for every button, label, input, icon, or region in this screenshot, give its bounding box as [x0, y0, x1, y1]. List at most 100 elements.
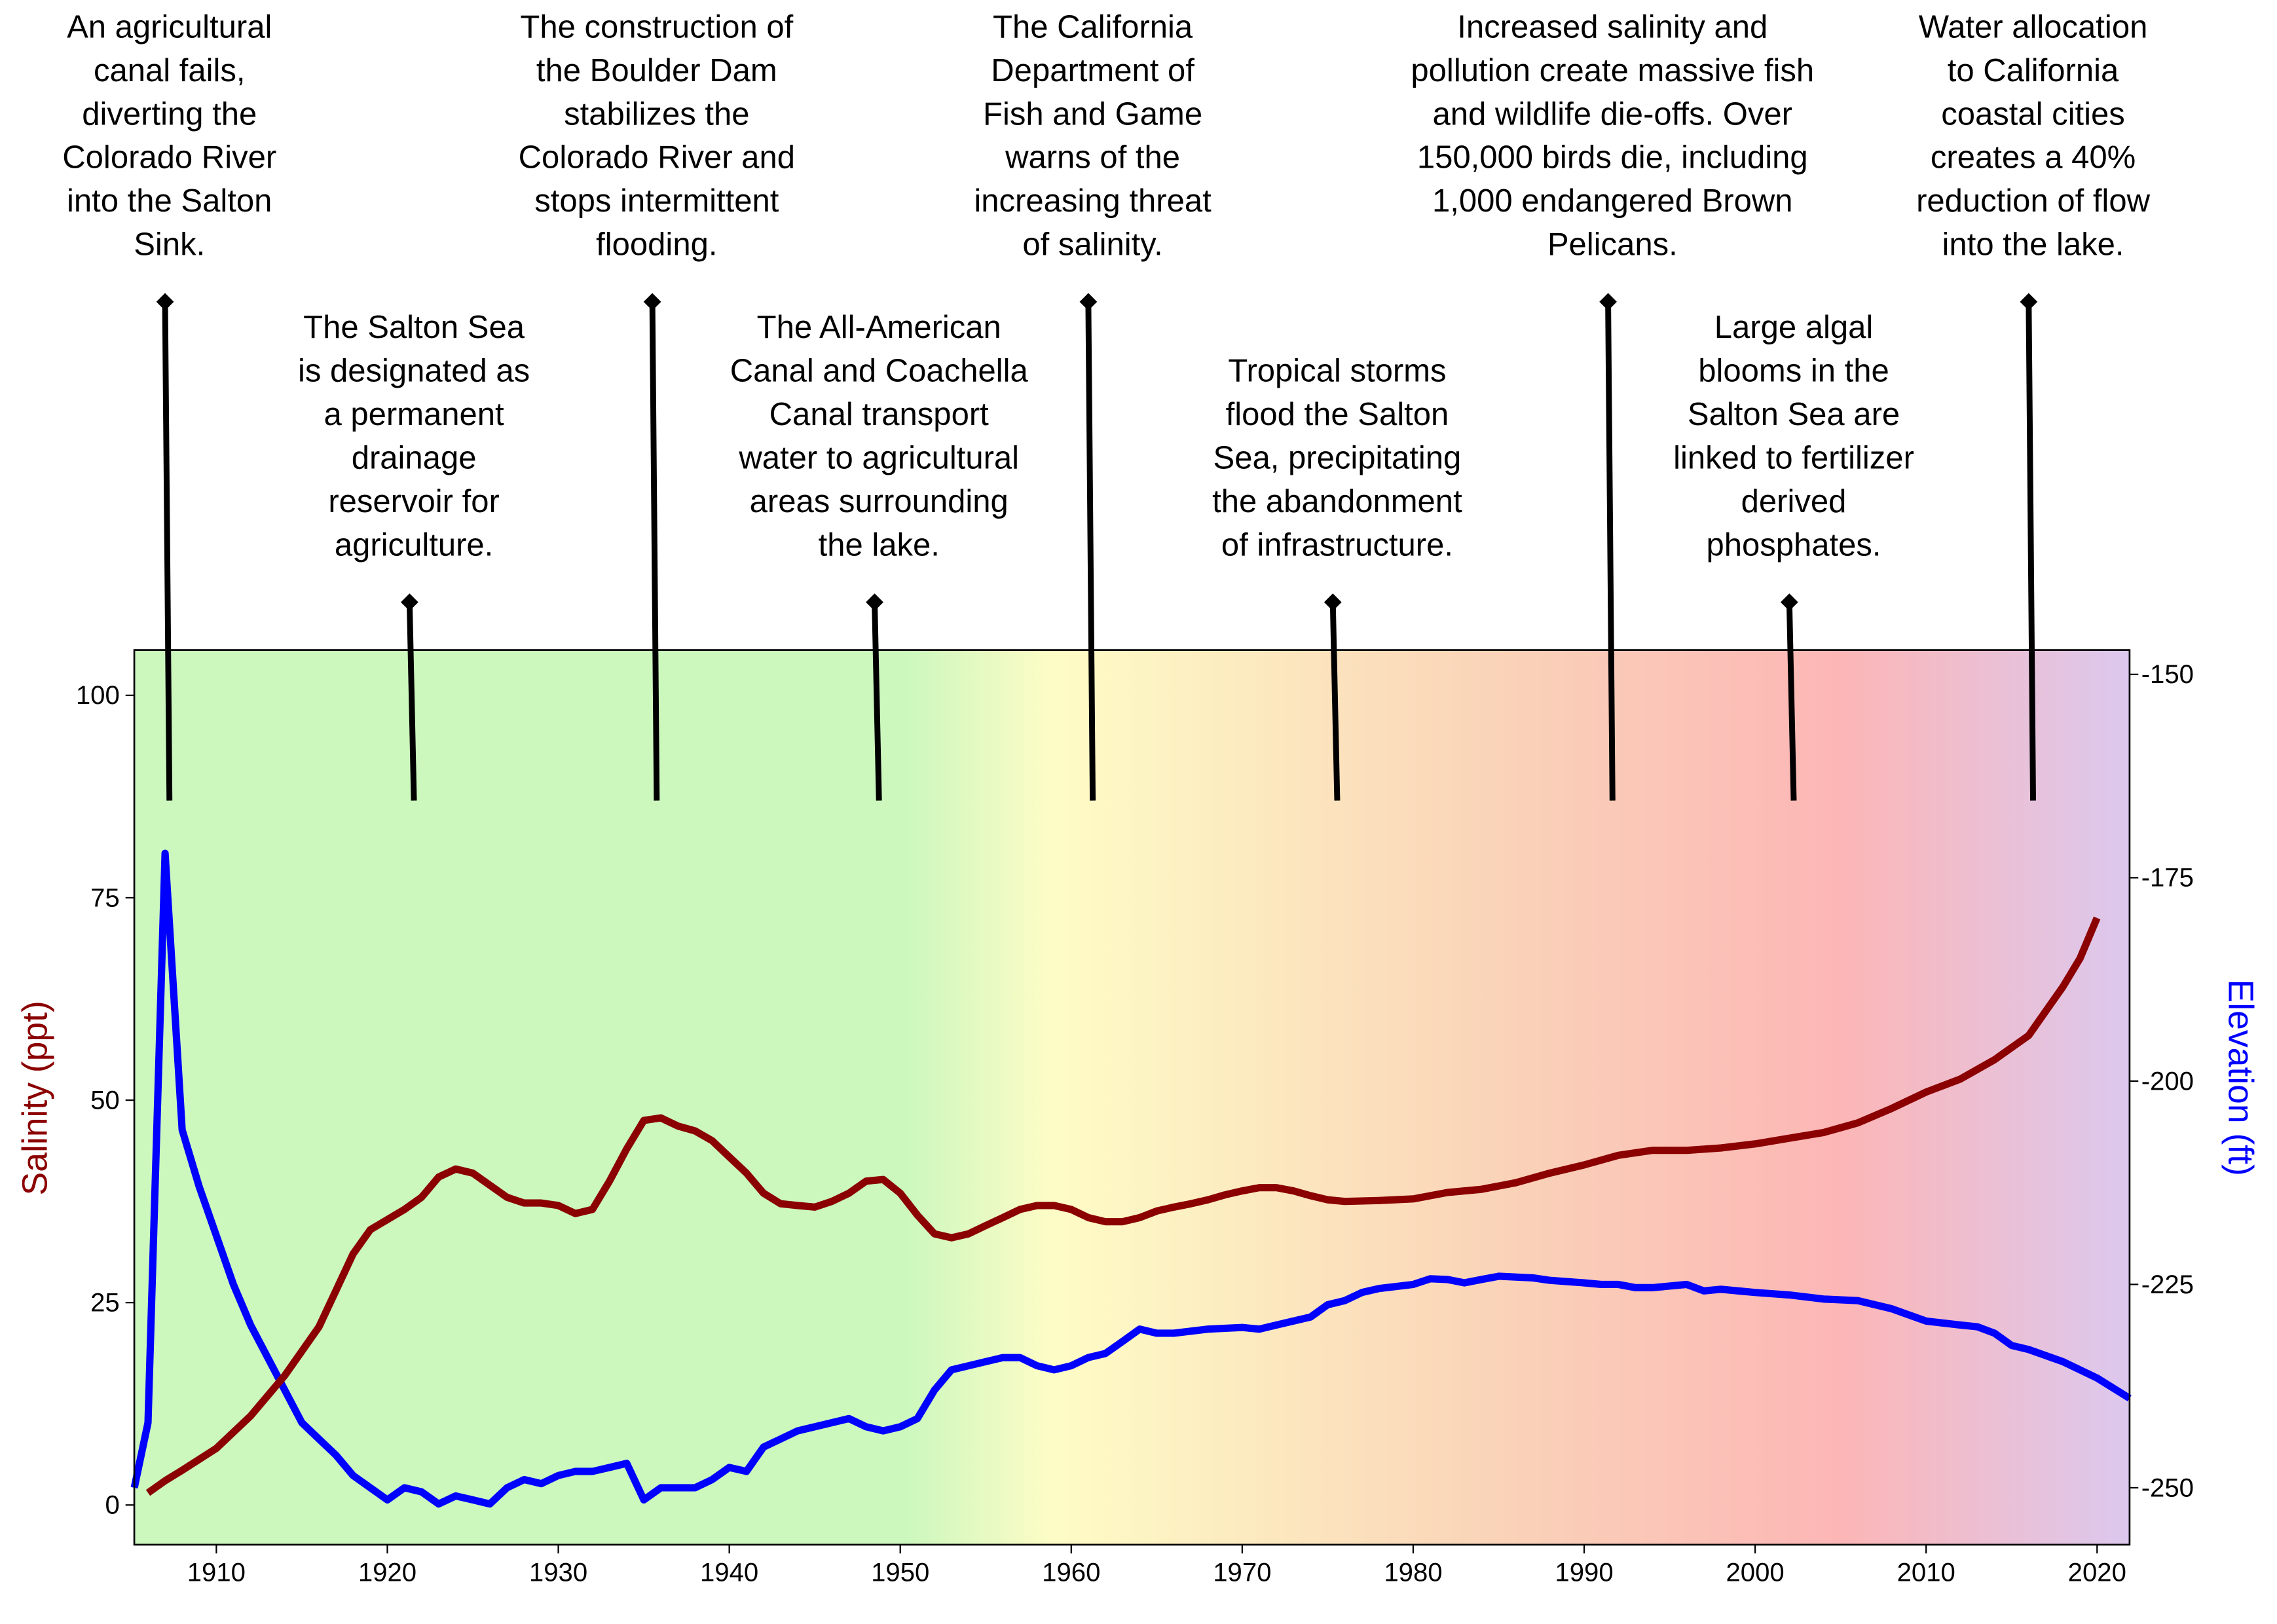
x-tick-label: 1930 [529, 1559, 587, 1587]
y-right-tick-label: -175 [2141, 864, 2194, 893]
annotation-line [1786, 602, 1797, 801]
annotation: An agricultural canal fails, diverting the… [62, 10, 276, 801]
annotation-text: flooding. [596, 227, 717, 263]
annotation-text: Colorado River [62, 140, 276, 175]
annotation-text: Tropical storms [1228, 354, 1446, 389]
x-tick-label: 1910 [187, 1559, 246, 1587]
annotation: Large algal blooms in the Salton Sea are li… [1673, 310, 1914, 801]
annotation-text: Pelicans. [1547, 227, 1678, 263]
x-tick-label: 2000 [1726, 1559, 1784, 1587]
annotation-text: Canal transport [769, 397, 989, 432]
y-right-tick-label: -150 [2141, 660, 2194, 689]
x-tick-label: 1920 [358, 1559, 417, 1587]
annotation-text: Large algal [1714, 310, 1874, 345]
annotation: The Salton Sea is designated as a permanen… [298, 310, 530, 801]
plot-background [134, 650, 2130, 1545]
annotation-text: increasing threat [974, 183, 1212, 219]
annotation-text: into the lake. [1942, 227, 2124, 263]
annotation-text: 1,000 endangered Brown [1432, 183, 1793, 219]
annotation-text: is designated as [298, 354, 530, 389]
annotation-text: Colorado River and [519, 140, 795, 175]
plot-frame [133, 649, 2131, 1546]
annotation-marker [866, 593, 883, 612]
annotation-text: 150,000 birds die, including [1417, 140, 1808, 175]
annotation-text: The Salton Sea [303, 310, 525, 345]
annotation-text: linked to fertilizer [1673, 440, 1914, 475]
annotation-text: canal fails, [94, 53, 246, 88]
y-axis-left-label: Salinity (ppt) [16, 1001, 54, 1195]
annotation: The All-American Canal and Coachella Canal… [730, 310, 1028, 801]
x-tick-label: 1960 [1042, 1559, 1100, 1587]
annotation-marker [643, 293, 661, 311]
annotation-line [1605, 301, 1616, 801]
annotation-text: pollution create massive fish [1411, 53, 1814, 88]
annotation-text: The All-American [757, 310, 1001, 345]
annotation-text: of infrastructure. [1221, 527, 1453, 563]
annotation-line [406, 602, 417, 801]
annotation: Increased salinity and pollution create m… [1411, 10, 1814, 801]
series-layer [130, 849, 2132, 1508]
annotation-text: drainage [352, 440, 477, 475]
annotations: An agricultural canal fails, diverting the… [62, 10, 2151, 801]
annotation-text: derived [1741, 484, 1847, 519]
annotation-line [1329, 602, 1341, 801]
x-tick-label: 1990 [1555, 1559, 1613, 1587]
annotation-marker [1780, 593, 1798, 612]
annotation: The construction of the Boulder Dam stabil… [519, 10, 795, 801]
annotation-text: the lake. [819, 527, 940, 563]
y-left-tick-label: 25 [90, 1289, 120, 1318]
annotation-text: the abandonment [1212, 484, 1462, 519]
annotation-text: Water allocation [1919, 10, 2148, 45]
annotation-marker [156, 293, 174, 311]
annotation-marker [1599, 293, 1617, 311]
annotation-text: Increased salinity and [1457, 10, 1768, 45]
y-left-tick-label: 100 [76, 681, 120, 710]
annotation-marker [401, 593, 418, 612]
annotation-text: reservoir for [328, 484, 499, 519]
axes: 1910 1920 1930 1940 1950 1960 1970 1980 1990 2000… [76, 660, 2194, 1587]
annotation-text: the Boulder Dam [536, 53, 777, 88]
annotation-text: stops intermittent [534, 183, 779, 219]
y-left-tick-label: 75 [90, 883, 120, 912]
annotation-text: flood the Salton [1226, 397, 1449, 432]
annotation-text: Fish and Game [983, 96, 1202, 132]
annotation-text: The construction of [520, 10, 793, 45]
annotation-text: coastal cities [1941, 96, 2125, 132]
annotation-text: of salinity. [1022, 227, 1162, 263]
annotation-text: agriculture. [335, 527, 493, 563]
x-tick-label: 2010 [1897, 1559, 1955, 1587]
annotation-text: An agricultural [67, 10, 272, 45]
y-left-tick-label: 0 [105, 1491, 119, 1520]
y-right-tick-label: -250 [2141, 1473, 2194, 1502]
annotation-line [872, 602, 882, 801]
annotation: Water allocation to California coastal cit… [1916, 10, 2151, 801]
annotation-text: phosphates. [1706, 527, 1881, 563]
annotation-text: to California [1948, 53, 2119, 88]
annotation-text: water to agricultural [738, 440, 1019, 475]
y-right-tick-label: -200 [2141, 1067, 2194, 1096]
annotation-text: into the Salton [67, 183, 272, 219]
annotation-marker [1079, 293, 1098, 311]
annotation-marker [1324, 593, 1342, 612]
annotation-text: Department of [991, 53, 1194, 88]
annotation-text: creates a 40% [1931, 140, 2136, 175]
annotation-line [649, 301, 660, 801]
annotation-marker [2020, 293, 2038, 311]
annotation-text: Sea, precipitating [1213, 440, 1462, 475]
annotation-text: The California [993, 10, 1193, 45]
annotation-text: areas surrounding [750, 484, 1009, 519]
annotation: Tropical storms flood the Salton Sea, prec… [1212, 354, 1462, 801]
annotation-text: a permanent [324, 397, 504, 432]
y-axis-right-label: Elevation (ft) [2221, 980, 2259, 1176]
annotation: The California Department of Fish and Game… [974, 10, 1212, 801]
annotation-line [2026, 301, 2036, 801]
annotation-text: blooms in the [1698, 354, 1889, 389]
annotation-text: Sink. [134, 227, 205, 263]
y-left-tick-label: 50 [90, 1086, 120, 1115]
annotation-line [162, 301, 173, 801]
annotation-text: and wildlife die-offs. Over [1433, 96, 1792, 132]
annotation-line [1085, 301, 1096, 801]
annotation-text: diverting the [82, 96, 257, 132]
x-tick-label: 1940 [700, 1559, 758, 1587]
